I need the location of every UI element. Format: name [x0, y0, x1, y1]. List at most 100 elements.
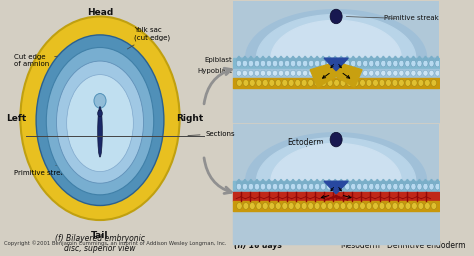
Ellipse shape [345, 60, 350, 67]
Ellipse shape [237, 79, 242, 86]
Ellipse shape [393, 60, 398, 67]
Ellipse shape [248, 70, 254, 76]
Polygon shape [417, 56, 422, 60]
Ellipse shape [338, 70, 344, 76]
Ellipse shape [351, 70, 356, 76]
Text: Definitive endoderm: Definitive endoderm [387, 241, 465, 250]
Polygon shape [368, 179, 374, 183]
Ellipse shape [320, 60, 326, 67]
Ellipse shape [295, 79, 301, 86]
Text: (h) 16 days: (h) 16 days [234, 241, 282, 250]
Polygon shape [428, 179, 434, 183]
Ellipse shape [405, 79, 410, 86]
Ellipse shape [379, 79, 385, 86]
Ellipse shape [423, 60, 428, 67]
Polygon shape [350, 179, 356, 183]
Ellipse shape [381, 183, 386, 190]
Text: Hypoblast: Hypoblast [197, 68, 232, 74]
Polygon shape [278, 179, 284, 183]
Polygon shape [392, 179, 398, 183]
Ellipse shape [431, 79, 437, 86]
Polygon shape [256, 15, 416, 58]
Ellipse shape [435, 70, 440, 76]
Ellipse shape [366, 79, 372, 86]
Ellipse shape [381, 70, 386, 76]
Polygon shape [405, 179, 410, 183]
Polygon shape [332, 56, 338, 60]
Ellipse shape [273, 183, 278, 190]
Ellipse shape [327, 70, 332, 76]
Polygon shape [302, 179, 308, 183]
Ellipse shape [333, 70, 338, 76]
Ellipse shape [256, 79, 262, 86]
Polygon shape [363, 56, 368, 60]
Text: Tail: Tail [91, 231, 109, 240]
Ellipse shape [405, 202, 410, 209]
Ellipse shape [260, 60, 265, 67]
Text: Cut edge
of amnion: Cut edge of amnion [14, 54, 57, 67]
Ellipse shape [302, 70, 308, 76]
Ellipse shape [417, 70, 422, 76]
Ellipse shape [418, 202, 424, 209]
Ellipse shape [237, 202, 242, 209]
Text: Sections: Sections [188, 131, 235, 137]
Polygon shape [428, 56, 434, 60]
Polygon shape [374, 179, 380, 183]
Ellipse shape [360, 202, 365, 209]
Polygon shape [290, 179, 296, 183]
Ellipse shape [289, 202, 294, 209]
Polygon shape [332, 179, 338, 183]
Ellipse shape [423, 70, 428, 76]
Ellipse shape [418, 79, 424, 86]
Ellipse shape [302, 60, 308, 67]
Polygon shape [399, 179, 404, 183]
Polygon shape [260, 179, 266, 183]
Ellipse shape [327, 183, 332, 190]
Polygon shape [435, 179, 440, 183]
Ellipse shape [291, 183, 296, 190]
Ellipse shape [67, 75, 133, 172]
Ellipse shape [256, 202, 262, 209]
Ellipse shape [340, 202, 346, 209]
Polygon shape [310, 62, 362, 87]
Ellipse shape [411, 79, 417, 86]
Text: (g) 14–15 days: (g) 14–15 days [234, 109, 297, 118]
Ellipse shape [249, 79, 255, 86]
Ellipse shape [255, 70, 259, 76]
Polygon shape [381, 179, 386, 183]
Text: Left: Left [7, 114, 27, 123]
Polygon shape [363, 179, 368, 183]
Ellipse shape [338, 183, 344, 190]
Text: (f) Bilayered embryonic
disc, superior view: (f) Bilayered embryonic disc, superior v… [55, 234, 145, 253]
Polygon shape [350, 56, 356, 60]
Ellipse shape [273, 70, 278, 76]
Ellipse shape [338, 60, 344, 67]
Ellipse shape [405, 70, 410, 76]
Text: Primitive streak: Primitive streak [14, 147, 96, 176]
Polygon shape [237, 133, 435, 181]
Ellipse shape [263, 79, 268, 86]
Ellipse shape [333, 183, 338, 190]
Ellipse shape [297, 183, 301, 190]
Text: Endoderm: Endoderm [346, 109, 384, 118]
Ellipse shape [20, 16, 180, 220]
Ellipse shape [315, 183, 319, 190]
Polygon shape [392, 56, 398, 60]
Ellipse shape [351, 60, 356, 67]
Ellipse shape [386, 79, 391, 86]
Polygon shape [296, 56, 302, 60]
Ellipse shape [429, 60, 434, 67]
Polygon shape [314, 56, 320, 60]
Ellipse shape [248, 60, 254, 67]
Ellipse shape [363, 60, 368, 67]
Ellipse shape [266, 60, 272, 67]
Text: Primitive streak: Primitive streak [384, 15, 439, 22]
Ellipse shape [353, 202, 359, 209]
Polygon shape [338, 179, 344, 183]
Text: Ectoderm: Ectoderm [287, 138, 324, 147]
Ellipse shape [237, 183, 241, 190]
Ellipse shape [273, 60, 278, 67]
Polygon shape [272, 56, 278, 60]
Ellipse shape [345, 70, 350, 76]
Ellipse shape [353, 79, 359, 86]
